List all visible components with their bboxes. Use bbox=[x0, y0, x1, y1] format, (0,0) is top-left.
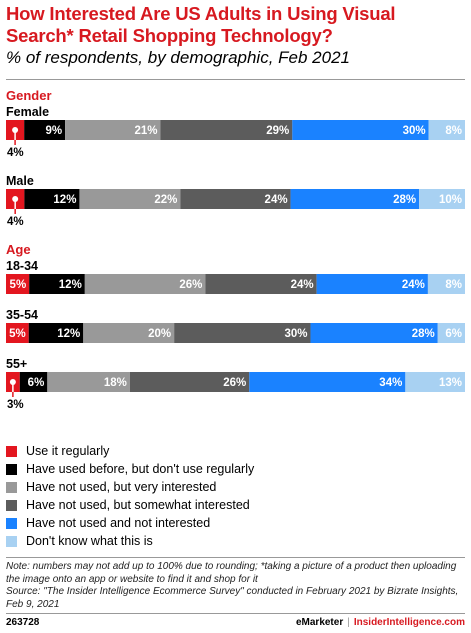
bar-segment-don-t-know-what-this-is bbox=[419, 189, 465, 209]
chart-notes: Note: numbers may not add up to 100% due… bbox=[6, 561, 466, 611]
data-label: 3% bbox=[7, 399, 24, 411]
bar-segment-have-not-used-and-not-interested bbox=[310, 323, 438, 343]
data-label: 5% bbox=[9, 328, 26, 340]
legend-swatch bbox=[6, 535, 17, 547]
chart-id: 263728 bbox=[6, 617, 40, 628]
legend-item-have-not-used-but-somewhat-interested: Have not used, but somewhat interested bbox=[6, 496, 254, 514]
data-label: 28% bbox=[412, 328, 435, 340]
data-label: 13% bbox=[439, 377, 462, 389]
data-label: 24% bbox=[265, 194, 288, 206]
legend-swatch bbox=[6, 499, 17, 511]
legend-swatch bbox=[6, 481, 17, 493]
data-label: 34% bbox=[379, 377, 402, 389]
brand-name: eMarketer bbox=[295, 617, 344, 628]
bar-segment-have-not-used-but-somewhat-interested bbox=[180, 189, 291, 209]
row-label: 18-34 bbox=[6, 259, 38, 273]
data-label: 12% bbox=[57, 328, 80, 340]
legend-swatch bbox=[6, 463, 17, 475]
bar-segment-don-t-know-what-this-is bbox=[428, 120, 465, 140]
row-label: 55+ bbox=[6, 357, 27, 371]
bar-segment-have-not-used-but-very-interested bbox=[84, 274, 206, 294]
bar-segment-use-it-regularly bbox=[6, 323, 29, 343]
bar-segment-have-used-before-but-don-t-use-regularly bbox=[28, 323, 84, 343]
note-divider bbox=[6, 557, 465, 558]
legend-item-use-it-regularly: Use it regularly bbox=[6, 442, 254, 460]
row-label: 35-54 bbox=[6, 308, 38, 322]
legend-label: Have not used, but somewhat interested bbox=[26, 498, 250, 512]
legend-label: Use it regularly bbox=[26, 444, 110, 458]
legend-label: Have used before, but don't use regularl… bbox=[26, 462, 255, 476]
bar-segment-have-not-used-and-not-interested bbox=[290, 189, 420, 209]
callout-dot bbox=[12, 196, 19, 202]
data-label: 24% bbox=[402, 279, 425, 291]
bar-segment-have-not-used-but-somewhat-interested bbox=[205, 274, 317, 294]
callout-dot bbox=[12, 127, 19, 133]
data-label: 6% bbox=[28, 377, 45, 389]
data-label: 4% bbox=[7, 216, 24, 228]
brand-site: InsiderIntelligence.com bbox=[353, 617, 465, 628]
bar-segment-have-not-used-and-not-interested bbox=[316, 274, 428, 294]
data-label: 8% bbox=[445, 125, 462, 137]
data-label: 28% bbox=[393, 194, 416, 206]
bar-segment-have-used-before-but-don-t-use-regularly bbox=[24, 189, 80, 209]
stacked-bar-chart: Gender Female 4% 9% 21% 29% 30% 8% Male 4% 12% 22% 2… bbox=[6, 88, 465, 411]
data-label: 5% bbox=[10, 279, 27, 291]
bar-segment-have-not-used-but-very-interested bbox=[47, 372, 130, 392]
bar-segment-have-not-used-but-very-interested bbox=[83, 323, 175, 343]
data-label: 20% bbox=[148, 328, 171, 340]
bar-segment-have-used-before-but-don-t-use-regularly bbox=[29, 274, 85, 294]
bar-segment-don-t-know-what-this-is bbox=[427, 274, 465, 294]
data-label: 21% bbox=[134, 125, 157, 137]
data-label: 24% bbox=[291, 279, 314, 291]
bar-segment-have-used-before-but-don-t-use-regularly bbox=[19, 372, 48, 392]
bar-segment-have-not-used-but-very-interested bbox=[79, 189, 181, 209]
data-label: 30% bbox=[403, 125, 426, 137]
legend-item-have-not-used-and-not-interested: Have not used and not interested bbox=[6, 514, 254, 532]
bar-segment-use-it-regularly bbox=[6, 274, 30, 294]
note-text: Note: numbers may not add up to 100% due… bbox=[6, 561, 457, 585]
bar-segment-don-t-know-what-this-is bbox=[437, 323, 465, 343]
legend-item-don-t-know-what-this-is: Don't know what this is bbox=[6, 532, 254, 550]
legend-swatch bbox=[6, 517, 17, 529]
data-label: 4% bbox=[7, 147, 24, 159]
legend-swatch bbox=[6, 445, 17, 457]
data-label: 29% bbox=[266, 125, 289, 137]
legend-label: Don't know what this is bbox=[26, 534, 153, 548]
data-label: 6% bbox=[445, 328, 462, 340]
data-label: 8% bbox=[445, 279, 462, 291]
bar-segment-have-not-used-but-very-interested bbox=[65, 120, 161, 140]
top-divider bbox=[6, 79, 465, 80]
data-label: 26% bbox=[223, 377, 246, 389]
bar-segment-have-not-used-and-not-interested bbox=[249, 372, 406, 392]
data-label: 30% bbox=[284, 328, 307, 340]
data-label: 18% bbox=[104, 377, 127, 389]
data-label: 22% bbox=[154, 194, 177, 206]
data-label: 26% bbox=[179, 279, 202, 291]
bar-segment-don-t-know-what-this-is bbox=[405, 372, 465, 392]
row-label: Male bbox=[6, 174, 34, 188]
row-label: Female bbox=[6, 105, 49, 119]
bar-segment-have-not-used-but-somewhat-interested bbox=[174, 323, 311, 343]
data-label: 12% bbox=[53, 194, 76, 206]
group-label-age: Age bbox=[6, 242, 31, 257]
footer-divider bbox=[6, 613, 465, 614]
group-label-gender: Gender bbox=[6, 88, 52, 103]
source-text: Source: "The Insider Intelligence Ecomme… bbox=[6, 586, 459, 610]
legend-item-have-used-before-but-don-t-use-regularly: Have used before, but don't use regularl… bbox=[6, 460, 254, 478]
bar-segment-have-used-before-but-don-t-use-regularly bbox=[24, 120, 66, 140]
legend-label: Have not used, but very interested bbox=[26, 480, 217, 494]
legend-item-have-not-used-but-very-interested: Have not used, but very interested bbox=[6, 478, 254, 496]
bar-segment-have-not-used-and-not-interested bbox=[292, 120, 429, 140]
data-label: 12% bbox=[59, 279, 82, 291]
data-label: 10% bbox=[439, 194, 462, 206]
legend-label: Have not used and not interested bbox=[26, 516, 211, 530]
data-label: 9% bbox=[45, 125, 62, 137]
chart-title: How Interested Are US Adults in Using Vi… bbox=[6, 3, 396, 46]
bar-segment-have-not-used-but-somewhat-interested bbox=[160, 120, 293, 140]
bar-segment-have-not-used-but-somewhat-interested bbox=[129, 372, 250, 392]
callout-dot bbox=[9, 379, 16, 385]
chart-legend: Use it regularly Have used before, but do… bbox=[6, 442, 254, 550]
footer-brand: eMarketer | InsiderIntelligence.com bbox=[295, 617, 465, 628]
chart-subtitle: % of respondents, by demographic, Feb 20… bbox=[6, 48, 350, 67]
